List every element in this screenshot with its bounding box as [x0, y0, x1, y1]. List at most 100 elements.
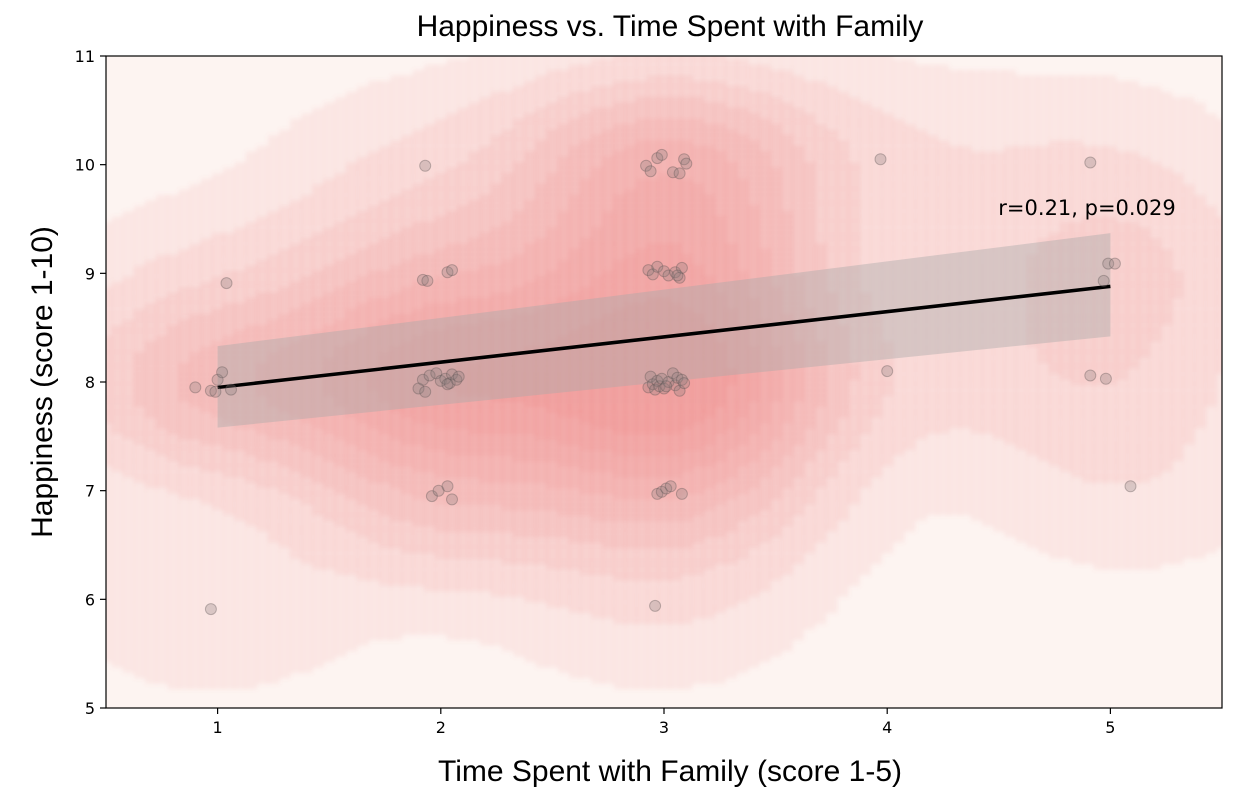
data-point [209, 385, 222, 398]
data-point [651, 374, 664, 387]
data-point [669, 266, 682, 279]
data-point [655, 372, 668, 385]
data-point [430, 367, 443, 380]
kde-density-layer [106, 56, 1222, 690]
data-point [211, 373, 224, 386]
data-point [446, 368, 458, 381]
data-point [434, 374, 447, 387]
data-point [452, 370, 465, 383]
data-point [874, 153, 887, 166]
y-tick-label: 9 [85, 264, 95, 283]
data-point [655, 485, 668, 498]
data-point [446, 264, 458, 277]
data-point [419, 385, 432, 398]
data-point [660, 482, 673, 495]
data-point [441, 266, 454, 279]
y-tick-label: 8 [85, 373, 95, 392]
correlation-annotation: r=0.21, p=0.029 [998, 196, 1175, 220]
data-point [441, 480, 454, 493]
data-point [662, 269, 675, 282]
y-tick-label: 7 [85, 482, 95, 501]
data-point [649, 599, 662, 612]
y-tick-label: 6 [85, 590, 95, 609]
data-point [1084, 156, 1097, 169]
data-point [658, 382, 670, 395]
data-point [1084, 369, 1097, 382]
data-point [1102, 257, 1115, 270]
data-point [675, 373, 688, 386]
data-point [660, 380, 673, 393]
y-tick-label: 11 [75, 47, 95, 66]
data-point [649, 383, 662, 396]
chart-title: Happiness vs. Time Spent with Family [417, 10, 924, 43]
data-point [666, 166, 679, 179]
y-axis-ticks: 5 6 7 8 9 10 11 [75, 47, 106, 718]
data-point [651, 260, 664, 273]
x-tick-label: 2 [436, 718, 446, 737]
data-point [658, 265, 670, 278]
data-point [675, 487, 688, 500]
x-tick-label: 1 [213, 718, 223, 737]
data-point [425, 490, 438, 503]
data-point [655, 148, 668, 161]
data-point [642, 381, 655, 394]
data-point [651, 487, 664, 500]
data-point [216, 366, 229, 379]
y-tick-label: 10 [75, 156, 95, 175]
data-point [675, 261, 688, 274]
data-point [443, 377, 456, 390]
data-point [642, 264, 655, 277]
data-point [666, 367, 679, 380]
data-point [432, 484, 445, 497]
data-point [671, 371, 684, 384]
y-tick-label: 5 [85, 699, 95, 718]
data-point [439, 372, 452, 385]
data-point [662, 376, 675, 388]
regression-line [217, 284, 1111, 390]
x-tick-label: 3 [659, 718, 669, 737]
data-point [646, 268, 659, 281]
data-point [441, 378, 454, 391]
data-point [1099, 372, 1112, 385]
data-point [673, 271, 686, 284]
data-point [204, 603, 217, 616]
data-point [664, 480, 677, 493]
data-point [651, 152, 664, 165]
data-point [653, 380, 666, 393]
data-point [671, 269, 684, 282]
data-point [646, 378, 659, 391]
data-point [673, 167, 686, 180]
y-axis-label: Happiness (score 1-10) [26, 226, 59, 538]
data-point [450, 373, 463, 386]
data-point [419, 159, 432, 172]
data-point [640, 159, 653, 172]
data-point [680, 157, 693, 170]
confidence-band [217, 233, 1111, 428]
data-point [1097, 274, 1110, 287]
data-point [204, 384, 217, 397]
x-tick-label: 4 [882, 718, 892, 737]
data-point [881, 365, 894, 378]
x-axis-label: Time Spent with Family (score 1-5) [438, 755, 902, 788]
data-point [412, 382, 425, 395]
data-point [1108, 257, 1121, 270]
data-point [225, 383, 237, 396]
data-point [446, 493, 458, 506]
x-axis-ticks: 1 2 3 4 5 [213, 708, 1115, 737]
data-point [416, 273, 429, 286]
data-point [678, 377, 691, 390]
data-point [189, 381, 202, 394]
data-point [678, 153, 691, 166]
data-point [644, 370, 657, 383]
data-point [421, 274, 434, 287]
regression-layer [217, 233, 1111, 428]
data-point [423, 369, 436, 382]
data-point [644, 165, 657, 178]
data-point [673, 384, 686, 397]
points-layer [189, 148, 1137, 616]
data-point [220, 277, 233, 290]
data-point [416, 373, 429, 386]
data-point [669, 379, 682, 392]
x-tick-label: 5 [1105, 718, 1115, 737]
